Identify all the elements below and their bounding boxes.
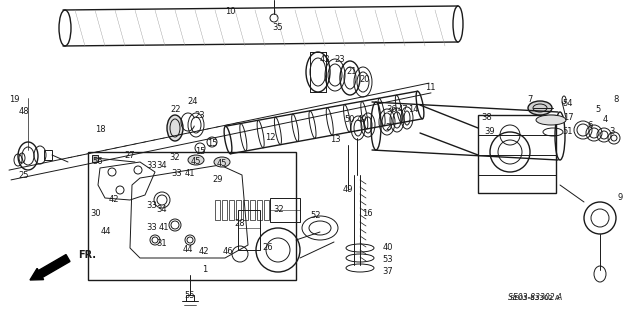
Bar <box>236 200 241 220</box>
Text: 1: 1 <box>202 265 207 275</box>
Text: 50: 50 <box>345 115 355 124</box>
Text: 35: 35 <box>273 24 284 33</box>
Text: 24: 24 <box>188 98 198 107</box>
Text: 33: 33 <box>147 161 157 170</box>
Text: 4: 4 <box>602 115 607 124</box>
Bar <box>229 200 234 220</box>
Bar <box>270 198 300 222</box>
Ellipse shape <box>188 155 204 165</box>
Ellipse shape <box>536 115 566 125</box>
Text: FR.: FR. <box>78 250 96 260</box>
Text: 13: 13 <box>330 136 340 145</box>
Text: 37: 37 <box>383 268 394 277</box>
Text: 51: 51 <box>563 128 573 137</box>
Text: 6: 6 <box>588 122 593 130</box>
Text: 11: 11 <box>425 84 435 93</box>
Text: 34: 34 <box>157 161 167 170</box>
Text: 7: 7 <box>527 95 532 105</box>
Text: 38: 38 <box>482 114 492 122</box>
Text: 56: 56 <box>93 158 103 167</box>
Text: 42: 42 <box>109 196 119 204</box>
Text: 26: 26 <box>262 243 273 253</box>
Text: 12: 12 <box>265 133 275 143</box>
Ellipse shape <box>214 157 230 167</box>
Bar <box>243 200 248 220</box>
Text: 52: 52 <box>311 211 321 220</box>
Ellipse shape <box>167 115 183 141</box>
Bar <box>222 200 227 220</box>
Bar <box>44 150 52 160</box>
Text: 27: 27 <box>125 151 135 160</box>
Text: 31: 31 <box>157 240 167 249</box>
Text: SE03-83302 A: SE03-83302 A <box>508 293 562 302</box>
Text: 22: 22 <box>171 106 181 115</box>
Text: 18: 18 <box>95 125 106 135</box>
Text: 15: 15 <box>207 139 217 149</box>
Text: 23: 23 <box>195 112 205 121</box>
Text: 29: 29 <box>212 175 223 184</box>
Text: 43: 43 <box>320 56 330 64</box>
Text: 15: 15 <box>195 146 205 155</box>
Text: 44: 44 <box>100 227 111 236</box>
Text: 2: 2 <box>385 123 390 132</box>
Text: 53: 53 <box>383 256 394 264</box>
Text: 49: 49 <box>343 186 353 195</box>
Text: 28: 28 <box>235 219 245 228</box>
Text: 21: 21 <box>347 68 357 77</box>
Text: 41: 41 <box>185 169 195 179</box>
Text: 30: 30 <box>91 210 101 219</box>
Text: 20: 20 <box>360 76 371 85</box>
Text: 49: 49 <box>356 115 367 124</box>
Text: 33: 33 <box>147 201 157 210</box>
Text: 46: 46 <box>223 248 234 256</box>
Bar <box>88 152 296 280</box>
Text: 44: 44 <box>183 246 193 255</box>
Text: 9: 9 <box>618 194 623 203</box>
Bar <box>250 200 255 220</box>
Text: 41: 41 <box>159 224 169 233</box>
Text: 45: 45 <box>191 158 201 167</box>
Text: SE03-83302 A: SE03-83302 A <box>510 295 560 301</box>
Text: 19: 19 <box>9 95 19 105</box>
Ellipse shape <box>528 101 552 115</box>
Text: 42: 42 <box>199 248 209 256</box>
Bar <box>238 210 260 250</box>
Text: 10: 10 <box>225 8 236 17</box>
Text: 34: 34 <box>157 205 167 214</box>
Text: 39: 39 <box>484 128 495 137</box>
Bar <box>264 200 269 220</box>
Text: 40: 40 <box>383 243 393 253</box>
Text: 33: 33 <box>147 224 157 233</box>
Bar <box>92 155 98 162</box>
Bar <box>186 295 194 301</box>
Text: 55: 55 <box>185 292 195 300</box>
Text: 32: 32 <box>170 153 180 162</box>
Text: 5: 5 <box>595 106 600 115</box>
Text: 3: 3 <box>609 128 614 137</box>
Text: 48: 48 <box>19 108 29 116</box>
Text: 23: 23 <box>335 56 346 64</box>
Text: 54: 54 <box>563 100 573 108</box>
Text: 25: 25 <box>19 170 29 180</box>
Bar <box>215 200 220 220</box>
Bar <box>478 115 556 193</box>
Text: 36: 36 <box>387 106 397 115</box>
Text: 16: 16 <box>362 209 372 218</box>
Text: 45: 45 <box>217 160 227 168</box>
Text: 14: 14 <box>408 106 419 115</box>
Bar <box>257 200 262 220</box>
Text: 32: 32 <box>274 205 284 214</box>
FancyArrow shape <box>30 255 70 280</box>
Text: 8: 8 <box>613 95 619 105</box>
Text: 47: 47 <box>397 106 408 115</box>
Text: 33: 33 <box>172 169 182 179</box>
Text: 17: 17 <box>563 114 573 122</box>
